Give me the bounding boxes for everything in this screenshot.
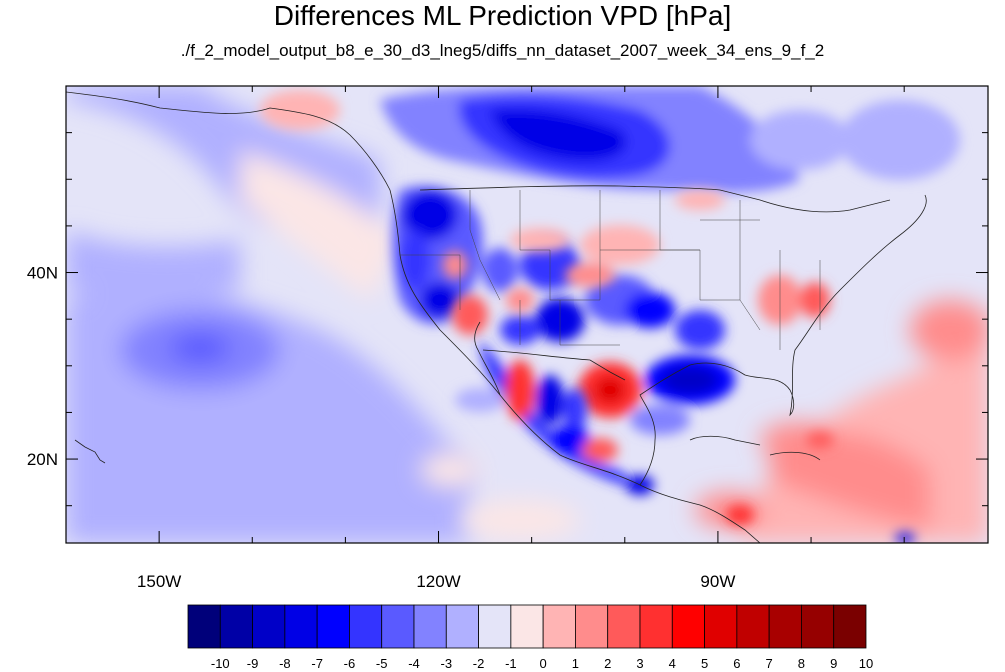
colorbar-label: 6 — [733, 656, 740, 671]
colorbar-swatch — [349, 604, 383, 649]
colorbar-swatch — [768, 604, 802, 649]
lon-tick-label: 150W — [137, 572, 181, 591]
colorbar-swatch — [219, 604, 253, 649]
colorbar: -10 -9 -8 -7 -6 -5 -4 -3 -2 -1 0 1 2 3 4 5 6 7 8 9 10 — [187, 604, 873, 671]
colorbar-swatch — [801, 604, 835, 649]
colorbar-label: 4 — [669, 656, 676, 671]
colorbar-label: -9 — [247, 656, 259, 671]
colorbar-swatch — [252, 604, 286, 649]
colorbar-label: -4 — [408, 656, 420, 671]
lat-tick-label: 40N — [27, 264, 58, 283]
colorbar-label: -7 — [311, 656, 323, 671]
lon-axis: 150W 120W 90W — [137, 86, 905, 591]
colorbar-swatch — [510, 604, 544, 649]
colorbar-swatch — [542, 604, 576, 649]
map-title: Differences ML Prediction VPD [hPa] — [273, 0, 732, 31]
colorbar-swatch — [575, 604, 609, 649]
colorbar-swatch — [736, 604, 770, 649]
state-borders — [400, 190, 821, 350]
colorbar-label: -3 — [441, 656, 453, 671]
colorbar-label: -10 — [211, 656, 230, 671]
colorbar-label: -8 — [279, 656, 291, 671]
colorbar-swatch — [704, 604, 738, 649]
colorbar-swatch — [478, 604, 512, 649]
lon-tick-label: 120W — [416, 572, 460, 591]
lat-axis: 40N 20N — [27, 132, 988, 507]
coastlines — [66, 91, 927, 543]
colorbar-swatch — [284, 604, 318, 649]
colorbar-label: 9 — [830, 656, 837, 671]
colorbar-swatch — [413, 604, 447, 649]
colorbar-label: 10 — [859, 656, 873, 671]
colorbar-label: 7 — [766, 656, 773, 671]
map-subtitle: ./f_2_model_output_b8_e_30_d3_lneg5/diff… — [180, 41, 825, 60]
colorbar-swatch — [316, 604, 350, 649]
colorbar-swatch — [607, 604, 641, 649]
lon-tick-label: 90W — [700, 572, 735, 591]
colorbar-label: -6 — [344, 656, 356, 671]
lat-tick-label: 20N — [27, 450, 58, 469]
colorbar-label: 2 — [604, 656, 611, 671]
colorbar-swatch — [381, 604, 415, 649]
colorbar-label: 8 — [798, 656, 805, 671]
colorbar-label: -1 — [505, 656, 517, 671]
colorbar-label: 5 — [701, 656, 708, 671]
anomaly-field — [66, 86, 988, 543]
colorbar-swatch — [639, 604, 673, 649]
colorbar-label: 1 — [572, 656, 579, 671]
colorbar-swatch — [833, 604, 867, 649]
colorbar-label: 0 — [540, 656, 547, 671]
colorbar-label: -2 — [473, 656, 485, 671]
colorbar-swatch — [187, 604, 221, 649]
plot-frame — [65, 85, 989, 544]
colorbar-label: -5 — [376, 656, 388, 671]
colorbar-swatch — [671, 604, 705, 649]
colorbar-label: 3 — [636, 656, 643, 671]
colorbar-swatch — [445, 604, 479, 649]
